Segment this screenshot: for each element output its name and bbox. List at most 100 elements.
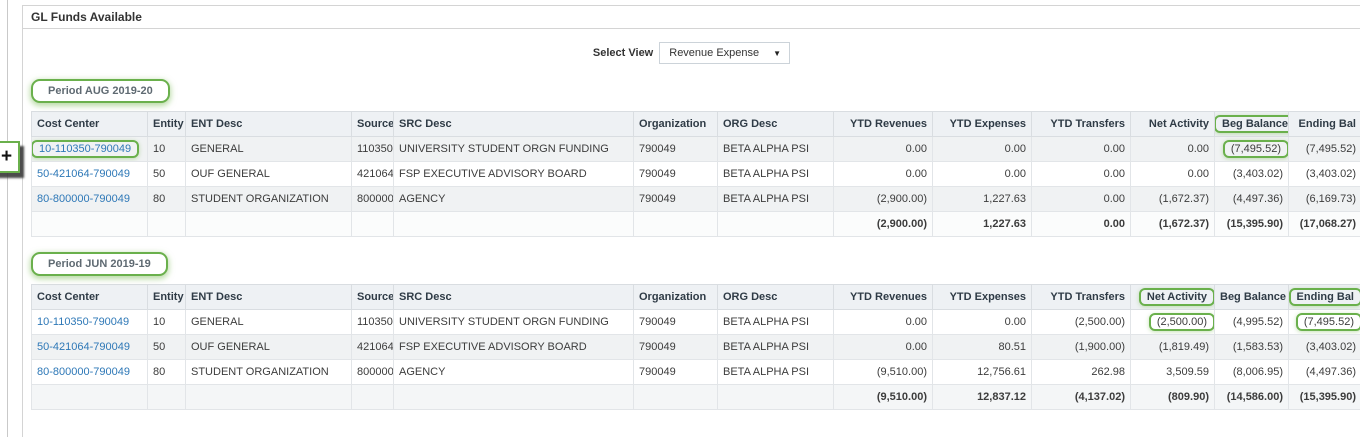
- cell-beg-balance: (7,495.52): [1214, 136, 1289, 162]
- cell-organization: 790049: [633, 334, 718, 360]
- col-header-beg-balance: Beg Balance: [1214, 284, 1289, 310]
- cell-ytd-transfers: 0.00: [1031, 186, 1131, 212]
- cost-center-link[interactable]: 50-421064-790049: [37, 168, 130, 180]
- cell-ytd-revenues: (2,900.00): [833, 186, 933, 212]
- select-view-value: Revenue Expense: [669, 47, 760, 59]
- col-header-ytd-transfers: YTD Transfers: [1031, 111, 1131, 137]
- col-header-ytd-revenues: YTD Revenues: [833, 284, 933, 310]
- cell-ending-bal: (3,403.02): [1288, 334, 1360, 360]
- col-header-ytd-expenses: YTD Expenses: [932, 284, 1032, 310]
- cell-ending-bal: (7,495.52): [1288, 136, 1360, 162]
- cell-src-desc: FSP EXECUTIVE ADVISORY BOARD: [393, 161, 634, 187]
- total-empty-cell: [147, 211, 186, 237]
- col-header-source: Source: [351, 284, 394, 310]
- col-header-ytd-expenses: YTD Expenses: [932, 111, 1032, 137]
- col-header-org-desc: ORG Desc: [717, 111, 834, 137]
- cost-center-link[interactable]: 10-110350-790049: [39, 143, 132, 155]
- total-ytd-revenues: (2,900.00): [833, 211, 933, 237]
- cell-organization: 790049: [633, 186, 718, 212]
- cell-org-desc: BETA ALPHA PSI: [717, 359, 834, 385]
- cell-entity: 50: [147, 161, 186, 187]
- col-header-org-desc: ORG Desc: [717, 284, 834, 310]
- cell-organization: 790049: [633, 136, 718, 162]
- cell-net-activity: 3,509.59: [1130, 359, 1215, 385]
- cell-org-desc: BETA ALPHA PSI: [717, 136, 834, 162]
- col-header-ending-bal: Ending Bal: [1288, 284, 1360, 310]
- col-header-organization: Organization: [633, 284, 718, 310]
- cell-ending-bal: (7,495.52): [1288, 309, 1360, 335]
- select-view-dropdown[interactable]: Revenue Expense ▼: [659, 42, 791, 64]
- total-empty-cell: [31, 211, 148, 237]
- cell-ent-desc: STUDENT ORGANIZATION: [185, 359, 352, 385]
- total-ytd-expenses: 1,227.63: [932, 211, 1032, 237]
- col-header-src-desc: SRC Desc: [393, 284, 634, 310]
- cell-ytd-expenses: 0.00: [932, 309, 1032, 335]
- table-row: 10-110350-790049 10 GENERAL 110350 UNIVE…: [31, 309, 1360, 335]
- cell-beg-balance: (8,006.95): [1214, 359, 1289, 385]
- cell-src-desc: AGENCY: [393, 359, 634, 385]
- total-empty-cell: [633, 211, 718, 237]
- cell-net-activity: (2,500.00): [1130, 309, 1215, 335]
- col-header-source: Source: [351, 111, 394, 137]
- cell-entity: 10: [147, 309, 186, 335]
- table-header-row: Cost Center Entity ENT Desc Source SRC D…: [31, 111, 1360, 137]
- cell-source: 421064: [351, 161, 394, 187]
- col-header-entity: Entity: [147, 111, 186, 137]
- cell-org-desc: BETA ALPHA PSI: [717, 334, 834, 360]
- col-header-net-activity: Net Activity: [1130, 111, 1215, 137]
- cell-entity: 80: [147, 186, 186, 212]
- cell-src-desc: UNIVERSITY STUDENT ORGN FUNDING: [393, 136, 634, 162]
- col-header-ytd-revenues: YTD Revenues: [833, 111, 933, 137]
- total-ytd-revenues: (9,510.00): [833, 384, 933, 410]
- cell-ytd-expenses: 0.00: [932, 161, 1032, 187]
- cost-center-link[interactable]: 80-800000-790049: [37, 366, 130, 378]
- cell-cost-center: 10-110350-790049: [31, 309, 148, 335]
- cell-entity: 10: [147, 136, 186, 162]
- col-header-ending-bal: Ending Bal: [1288, 111, 1360, 137]
- cell-ent-desc: OUF GENERAL: [185, 334, 352, 360]
- page-title: GL Funds Available: [23, 6, 1360, 29]
- ending-bal-highlight-box: Ending Bal: [1289, 288, 1360, 306]
- cell-org-desc: BETA ALPHA PSI: [717, 309, 834, 335]
- expand-plus-button[interactable]: +: [0, 141, 20, 173]
- col-header-src-desc: SRC Desc: [393, 111, 634, 137]
- select-view-label: Select View: [592, 47, 654, 59]
- cell-ytd-revenues: 0.00: [833, 161, 933, 187]
- col-header-ent-desc: ENT Desc: [185, 111, 352, 137]
- cell-ytd-revenues: (9,510.00): [833, 359, 933, 385]
- cell-ytd-transfers: (2,500.00): [1031, 309, 1131, 335]
- total-empty-cell: [717, 211, 834, 237]
- total-empty-cell: [31, 384, 148, 410]
- cost-center-link[interactable]: 80-800000-790049: [37, 193, 130, 205]
- table-row: 80-800000-790049 80 STUDENT ORGANIZATION…: [31, 186, 1360, 212]
- total-empty-cell: [185, 384, 352, 410]
- cell-src-desc: UNIVERSITY STUDENT ORGN FUNDING: [393, 309, 634, 335]
- cost-center-link[interactable]: 50-421064-790049: [37, 341, 130, 353]
- total-beg-balance: (15,395.90): [1214, 211, 1289, 237]
- net-activity-value-highlight-box: (2,500.00): [1148, 313, 1214, 331]
- cell-organization: 790049: [633, 309, 718, 335]
- cell-ytd-revenues: 0.00: [833, 334, 933, 360]
- cell-cost-center: 10-110350-790049: [31, 136, 148, 162]
- cell-ytd-expenses: 12,756.61: [932, 359, 1032, 385]
- cost-center-link[interactable]: 10-110350-790049: [37, 316, 130, 328]
- cell-src-desc: FSP EXECUTIVE ADVISORY BOARD: [393, 334, 634, 360]
- beg-balance-highlight-box: Beg Balance: [1215, 115, 1288, 133]
- gl-funds-panel: GL Funds Available Select View Revenue Ex…: [22, 5, 1360, 437]
- period-badge-aug: Period AUG 2019-20: [31, 79, 170, 103]
- cell-ytd-revenues: 0.00: [833, 136, 933, 162]
- ending-bal-value-highlight-box: (7,495.52): [1295, 313, 1360, 331]
- cell-ytd-transfers: 262.98: [1031, 359, 1131, 385]
- cell-beg-balance: (1,583.53): [1214, 334, 1289, 360]
- cell-org-desc: BETA ALPHA PSI: [717, 186, 834, 212]
- cost-center-highlight-box: 10-110350-790049: [32, 140, 140, 158]
- select-view-row: Select View Revenue Expense ▼: [23, 42, 1360, 64]
- cell-beg-balance: (3,403.02): [1214, 161, 1289, 187]
- cell-source: 110350: [351, 309, 394, 335]
- cell-org-desc: BETA ALPHA PSI: [717, 161, 834, 187]
- period-badge-jun: Period JUN 2019-19: [31, 252, 168, 276]
- total-ytd-transfers: (4,137.02): [1031, 384, 1131, 410]
- col-header-net-activity: Net Activity: [1130, 284, 1215, 310]
- cell-ytd-expenses: 80.51: [932, 334, 1032, 360]
- cell-source: 800000: [351, 186, 394, 212]
